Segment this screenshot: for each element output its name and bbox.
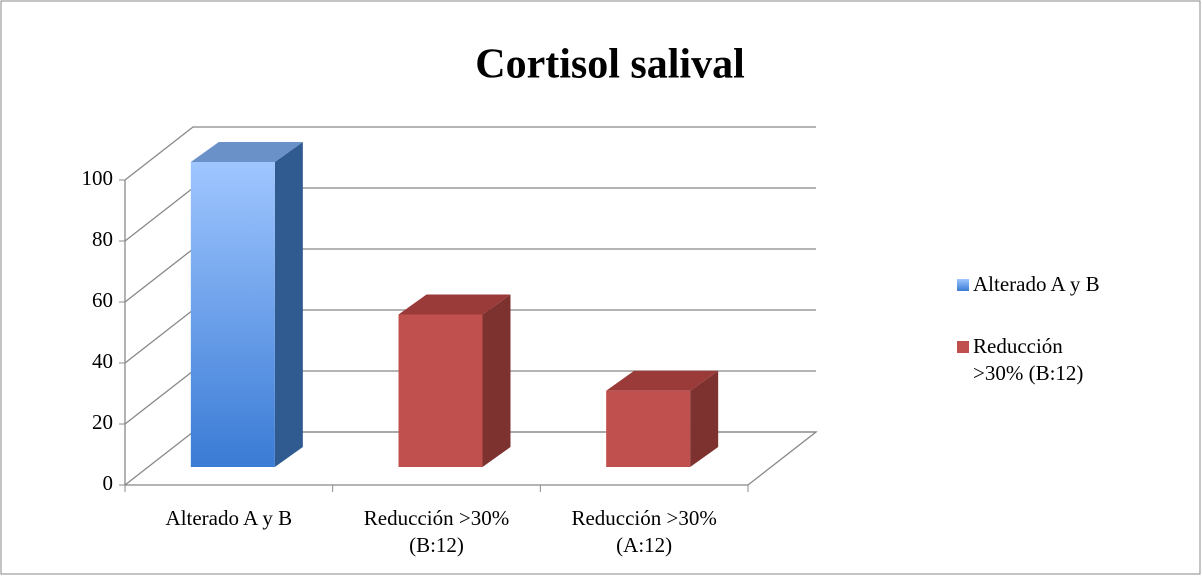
y-tick-label: 100 <box>82 166 114 190</box>
bar <box>606 390 691 467</box>
bar-side <box>482 294 511 467</box>
bar <box>398 314 483 467</box>
y-tick-label: 20 <box>92 410 113 434</box>
legend-label: Alterado A y B <box>973 272 1100 296</box>
grid-line <box>124 126 816 181</box>
legend-label: Reducción >30% (B:12) <box>973 334 1084 385</box>
bar-top <box>398 294 511 315</box>
legend-swatch <box>957 341 969 353</box>
x-tick-label: Reducción >30% (A:12) <box>571 506 717 557</box>
bar-top <box>606 370 719 391</box>
bar-top <box>190 142 303 162</box>
chart-title: Cortisol salival <box>475 42 745 88</box>
bar <box>190 162 275 467</box>
y-tick-label: 40 <box>92 349 113 373</box>
legend-swatch <box>957 279 969 291</box>
bar-side <box>690 370 719 467</box>
bar-side <box>274 142 303 467</box>
y-tick-label: 60 <box>92 288 113 312</box>
x-tick-label: Reducción >30% (B:12) <box>363 506 510 557</box>
y-tick-label: 80 <box>92 227 113 251</box>
y-tick-label: 0 <box>103 471 114 495</box>
x-tick-label: Alterado A y B <box>165 506 293 530</box>
